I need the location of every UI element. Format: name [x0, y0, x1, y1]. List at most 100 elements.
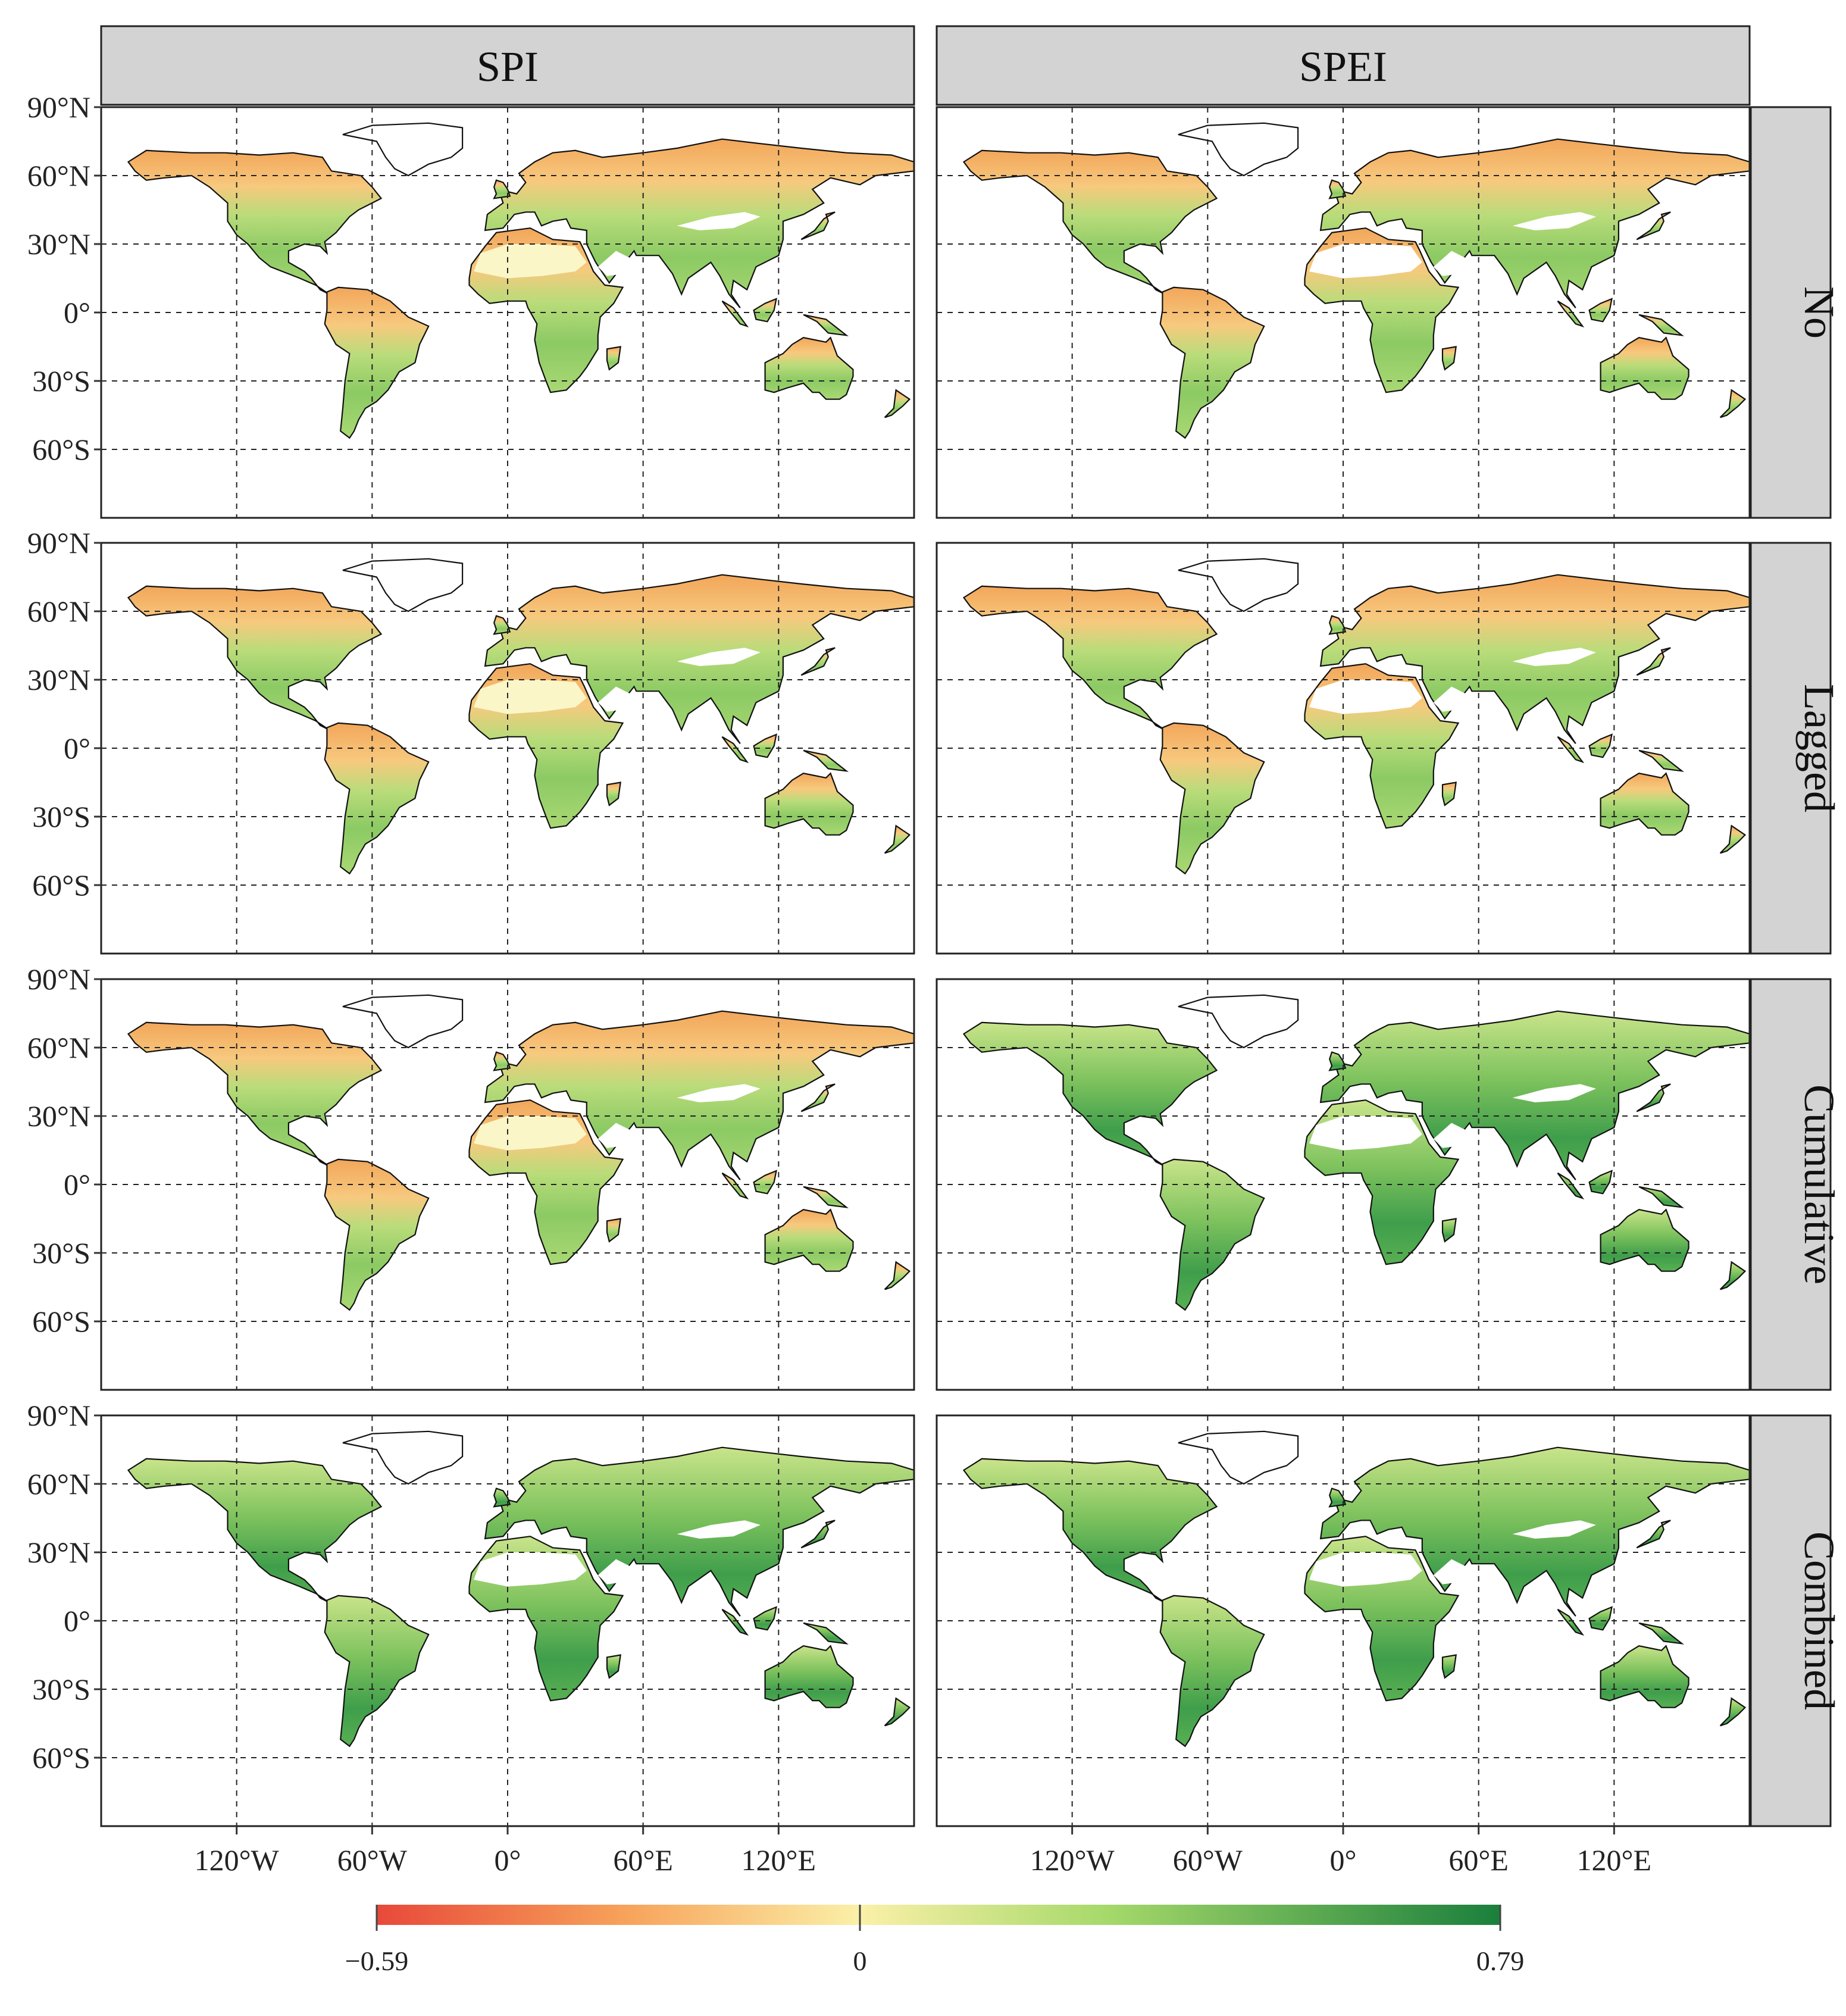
desert-sahara — [1309, 680, 1422, 714]
landmass-newGuinea — [803, 314, 849, 336]
column-label-spi: SPI — [477, 43, 539, 90]
landmass-southAmerica — [324, 1595, 430, 1748]
lat-tick-label: 0° — [64, 1604, 90, 1637]
desert-arabia — [597, 251, 634, 276]
row-strip-lagged: Lagged — [1750, 542, 1843, 955]
landmass-japan — [1636, 647, 1671, 676]
landmass-australia — [764, 772, 854, 836]
landmass-southAmerica — [1159, 722, 1265, 875]
landmass-southAmerica — [324, 286, 430, 439]
landmass-borneo — [1588, 1606, 1613, 1631]
map-panel-spi-cumulative — [100, 978, 915, 1391]
lat-tick-label: 90°N — [27, 90, 90, 124]
row-strip-combined: Combined — [1750, 1414, 1843, 1827]
desert-sahara — [474, 1552, 587, 1587]
column-label-spei: SPEI — [1299, 43, 1387, 90]
longitude-axis: 120°W 60°W 0° 60°E 120°E 120°W 60°W 0° 60°E 120°E — [195, 1826, 1652, 1877]
row-label-combined: Combined — [1795, 1531, 1843, 1710]
row-strip-cumulative: Cumulative — [1750, 978, 1843, 1391]
lat-tick-label: 30°S — [32, 1673, 90, 1706]
map-panel-spi-lagged — [100, 542, 915, 955]
landmass-nz — [884, 824, 911, 854]
landmass-borneo — [753, 1170, 777, 1195]
map-panel-spei-cumulative — [935, 978, 1751, 1391]
landmass-japan — [800, 211, 836, 240]
colorbar-mid-label: 0 — [853, 1946, 867, 1976]
lon-tick-label: 120°W — [1030, 1843, 1115, 1877]
lat-tick-label: 90°N — [27, 962, 90, 996]
desert-arabia — [1433, 686, 1470, 712]
landmass-australia — [764, 1645, 854, 1708]
desert-gobi — [1512, 1084, 1596, 1102]
desert-arabia — [1433, 251, 1470, 276]
desert-gobi — [677, 1084, 761, 1102]
lon-tick-label: 60°E — [613, 1843, 673, 1877]
row-strips: No Lagged Cumulative Combined — [1750, 106, 1843, 1827]
landmass-greenland — [342, 122, 464, 177]
landmass-northAmerica — [962, 1021, 1218, 1167]
lon-tick-label: 60°W — [337, 1843, 408, 1877]
column-strips: SPI SPEI — [100, 25, 1751, 106]
landmass-sumatra — [1557, 1172, 1585, 1200]
map-panel-spei-combined — [935, 1414, 1751, 1827]
landmass-australia — [764, 1208, 854, 1272]
landmass-sumatra — [721, 1172, 749, 1200]
landmass-australia — [1600, 336, 1689, 400]
landmass-greenland — [1178, 994, 1299, 1049]
desert-gobi — [677, 212, 761, 230]
landmass-australia — [1600, 772, 1689, 836]
lat-tick-label: 60°S — [32, 1305, 90, 1338]
desert-gobi — [1512, 648, 1596, 666]
landmass-greenland — [342, 558, 464, 612]
panel-border — [935, 542, 1751, 955]
lon-tick-label: 0° — [495, 1843, 521, 1877]
panel-border — [935, 106, 1751, 519]
landmass-newGuinea — [1638, 1622, 1685, 1645]
landmass-sumatra — [1557, 1608, 1585, 1636]
landmass-australia — [1600, 1645, 1689, 1708]
lat-tick-label: 60°S — [32, 1741, 90, 1774]
desert-sahara — [474, 244, 587, 279]
map-panel-spi-no — [100, 106, 915, 519]
landmass-uk — [1328, 1487, 1347, 1508]
desert-arabia — [597, 1559, 634, 1584]
landmass-australia — [1600, 1208, 1689, 1272]
landmass-newGuinea — [803, 1186, 849, 1208]
landmass-newGuinea — [1638, 1186, 1685, 1208]
lat-tick-label: 30°S — [32, 800, 90, 833]
landmass-borneo — [753, 1606, 777, 1631]
map-panel-spei-no — [935, 106, 1751, 519]
landmass-borneo — [753, 298, 777, 323]
landmass-northAmerica — [962, 149, 1218, 295]
landmass-uk — [1328, 615, 1347, 635]
landmass-japan — [800, 1083, 836, 1112]
landmass-northAmerica — [962, 585, 1218, 731]
lon-tick-label: 120°E — [1577, 1843, 1652, 1877]
landmass-newGuinea — [1638, 749, 1685, 772]
landmass-uk — [493, 615, 511, 635]
landmass-uk — [493, 1051, 511, 1071]
lon-tick-label: 0° — [1330, 1843, 1357, 1877]
landmass-madagascar — [1441, 782, 1457, 807]
landmass-newGuinea — [803, 1622, 849, 1645]
landmass-greenland — [342, 994, 464, 1049]
row-label-lagged: Lagged — [1795, 684, 1843, 812]
lon-tick-label: 120°E — [741, 1843, 816, 1877]
landmass-japan — [1636, 211, 1671, 240]
landmass-madagascar — [606, 1218, 621, 1243]
landmass-japan — [1636, 1083, 1671, 1112]
landmass-japan — [1636, 1520, 1671, 1549]
landmass-newGuinea — [1638, 314, 1685, 336]
landmass-nz — [1719, 824, 1747, 854]
landmass-uk — [493, 179, 511, 199]
desert-sahara — [474, 1116, 587, 1151]
landmass-sumatra — [1557, 300, 1585, 328]
desert-gobi — [1512, 212, 1596, 230]
row-strip-no: No — [1750, 106, 1843, 519]
landmass-greenland — [1178, 1430, 1299, 1485]
landmass-madagascar — [1441, 346, 1457, 371]
lat-tick-label: 90°N — [27, 526, 90, 560]
colorbar-gradient — [377, 1905, 1500, 1925]
panel-border — [935, 978, 1751, 1391]
